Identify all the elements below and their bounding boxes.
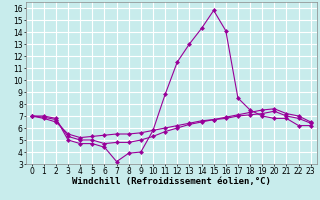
X-axis label: Windchill (Refroidissement éolien,°C): Windchill (Refroidissement éolien,°C) <box>72 177 271 186</box>
